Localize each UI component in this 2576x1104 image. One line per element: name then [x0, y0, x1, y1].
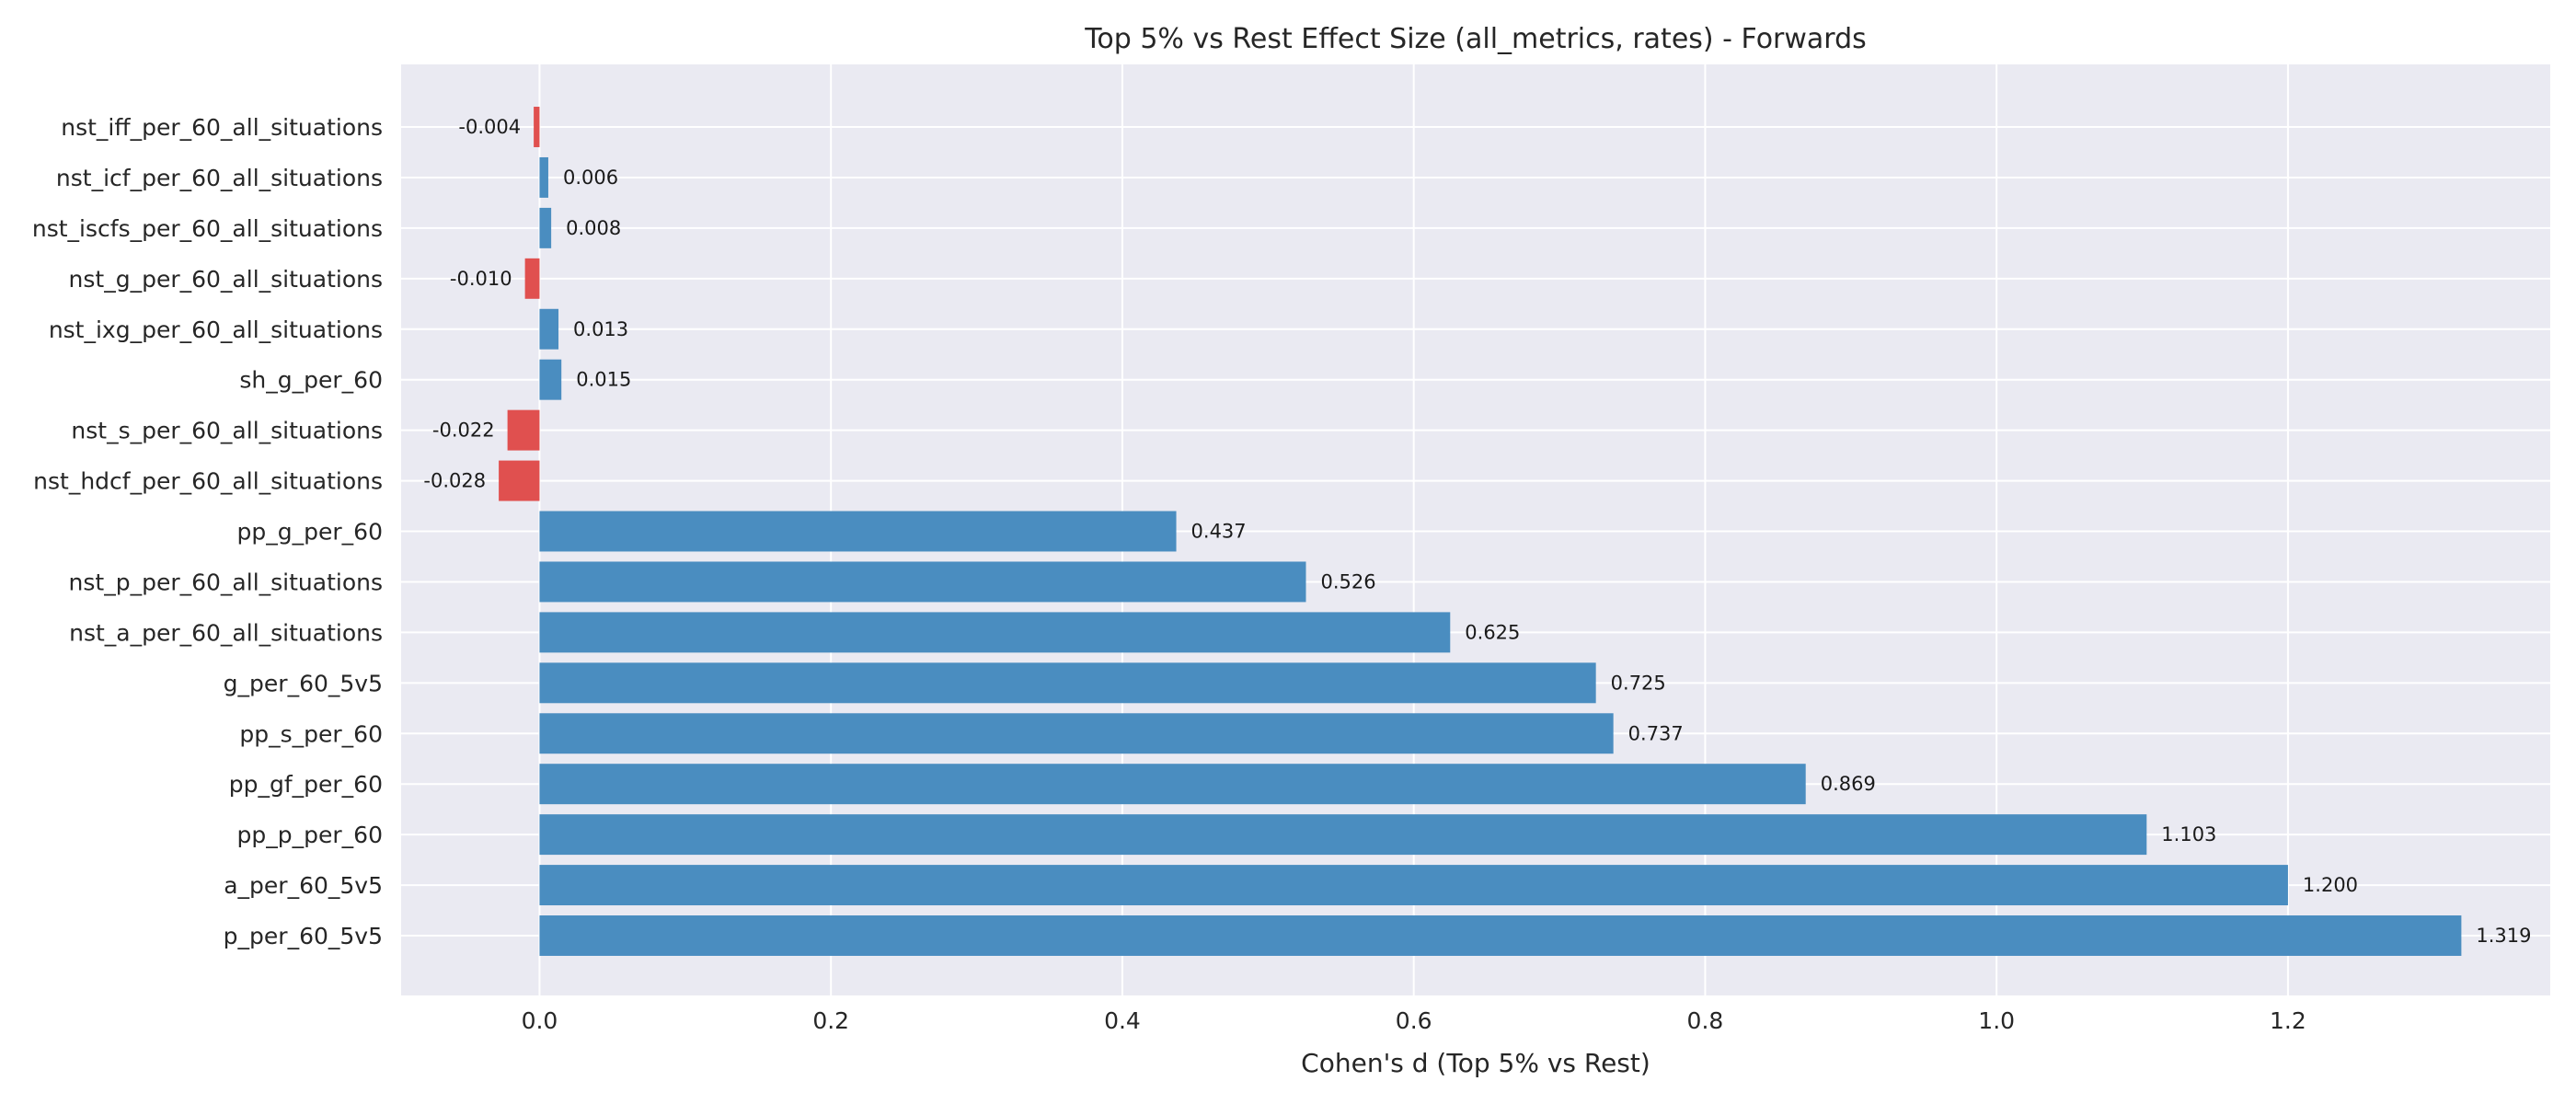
bar-value-label: -0.022	[432, 420, 495, 442]
bar-value-label: -0.028	[423, 470, 486, 492]
bar-value-label: 0.737	[1628, 722, 1684, 744]
bar	[534, 107, 540, 147]
x-tick-labels: 0.0 0.2 0.4 0.6 0.8 1.0 1.2	[522, 1007, 2306, 1034]
bar	[539, 561, 1306, 603]
bar-value-label: 0.526	[1320, 570, 1375, 592]
bar	[539, 612, 1451, 653]
bar-value-label: 1.200	[2303, 874, 2358, 896]
bar	[524, 258, 540, 299]
bar	[539, 207, 552, 248]
category-label: sh_g_per_60	[239, 367, 383, 394]
category-label: nst_s_per_60_all_situations	[71, 418, 383, 444]
bar	[499, 460, 540, 501]
category-label: g_per_60_5v5	[224, 670, 383, 696]
bar	[539, 713, 1614, 754]
bar	[539, 359, 562, 400]
bar	[507, 409, 540, 451]
category-label: pp_gf_per_60	[229, 771, 383, 798]
bar-value-label: 0.625	[1465, 621, 1520, 643]
category-label: nst_hdcf_per_60_all_situations	[33, 468, 383, 495]
x-tick-label: 1.2	[2270, 1007, 2306, 1034]
bar-value-label: -0.004	[458, 116, 521, 138]
x-tick-label: 1.0	[1978, 1007, 2015, 1034]
bar	[539, 915, 2462, 956]
bar-value-label: 0.015	[576, 369, 631, 391]
bar	[539, 662, 1596, 704]
bar-value-label: 0.725	[1611, 672, 1666, 694]
bar-value-label: 0.869	[1821, 773, 1876, 795]
bar-value-label: 1.319	[2476, 925, 2531, 947]
bar	[539, 764, 1806, 805]
bar-value-label: -0.010	[450, 268, 512, 290]
bar	[539, 865, 2288, 906]
bar-value-label: 0.008	[566, 217, 621, 239]
category-label: nst_iscfs_per_60_all_situations	[32, 215, 383, 242]
category-label: nst_a_per_60_all_situations	[69, 619, 383, 646]
bar	[539, 308, 559, 350]
bar-value-label: 0.006	[563, 167, 618, 189]
category-label: nst_ixg_per_60_all_situations	[49, 316, 383, 343]
bar-value-label: 0.437	[1191, 521, 1247, 543]
category-label: pp_g_per_60	[237, 519, 383, 546]
category-label: nst_p_per_60_all_situations	[69, 569, 383, 595]
bars	[499, 107, 2462, 956]
category-label: pp_p_per_60	[237, 822, 383, 848]
category-label: p_per_60_5v5	[224, 923, 383, 949]
x-tick-label: 0.2	[812, 1007, 849, 1034]
x-tick-label: 0.8	[1687, 1007, 1724, 1034]
category-label: nst_g_per_60_all_situations	[69, 266, 383, 293]
bar	[539, 156, 548, 198]
category-label: nst_icf_per_60_all_situations	[56, 165, 383, 191]
category-label: nst_iff_per_60_all_situations	[61, 114, 383, 141]
x-tick-label: 0.0	[522, 1007, 558, 1034]
value-labels: -0.004 0.006 0.008 -0.010 0.013 0.015 -0.022 -0…	[423, 116, 2531, 947]
chart-title: Top 5% vs Rest Effect Size (all_metrics,…	[1084, 23, 1867, 55]
bar-value-label: 0.013	[573, 318, 628, 340]
x-tick-label: 0.6	[1396, 1007, 1432, 1034]
category-labels: nst_iff_per_60_all_situations nst_icf_per…	[32, 114, 383, 949]
category-label: a_per_60_5v5	[224, 872, 383, 899]
bar	[539, 511, 1177, 552]
bar	[539, 814, 2147, 856]
category-label: pp_s_per_60	[239, 720, 383, 747]
x-axis-label: Cohen's d (Top 5% vs Rest)	[1301, 1048, 1650, 1078]
x-tick-label: 0.4	[1104, 1007, 1141, 1034]
bar-value-label: 1.103	[2161, 823, 2216, 845]
